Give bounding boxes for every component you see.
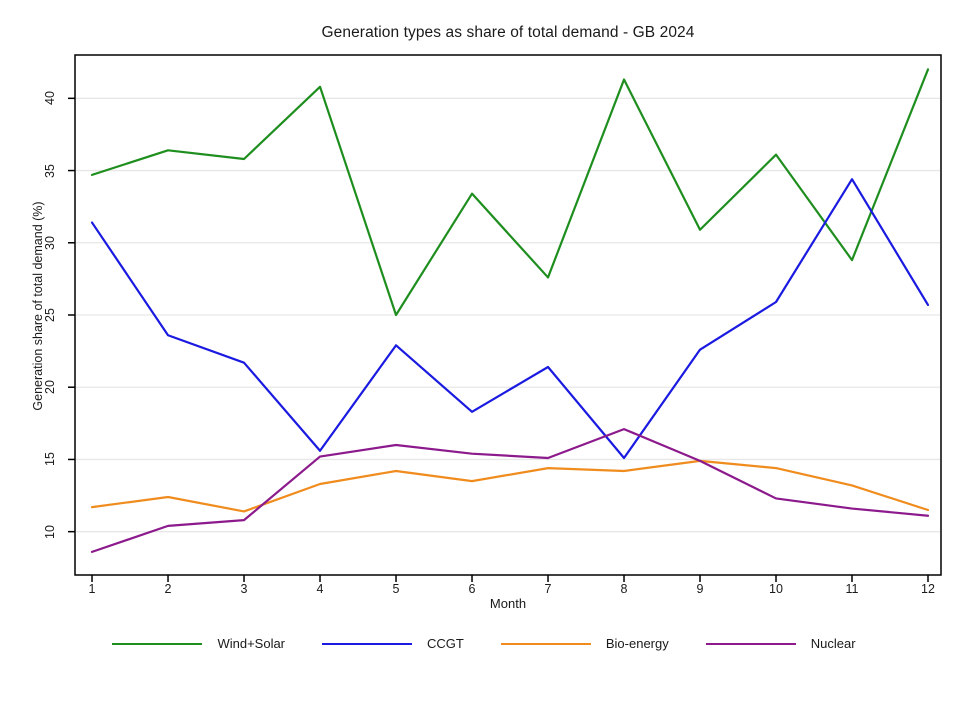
- y-tick-label: 25: [43, 308, 57, 322]
- series-line-ccgt: [90, 178, 930, 460]
- y-tick-label: 10: [43, 524, 57, 539]
- legend-line-ccgt: [322, 642, 413, 645]
- x-tick-label: 6: [468, 582, 476, 596]
- legend-item-ccgt: CCGT: [322, 636, 464, 651]
- x-tick-label: 1: [88, 582, 96, 596]
- legend-line-bio-energy: [500, 642, 591, 645]
- x-tick-label: 2: [164, 582, 172, 596]
- legend-label-nuclear: Nuclear: [810, 636, 856, 651]
- chart-title: Generation types as share of total deman…: [321, 24, 695, 41]
- x-tick-label: 12: [921, 582, 935, 596]
- x-tick-label: 7: [544, 582, 552, 596]
- y-tick-label: 20: [43, 380, 57, 395]
- y-tick-label: 15: [43, 452, 57, 467]
- y-tick-label: 30: [43, 235, 57, 250]
- legend-line-nuclear: [705, 642, 796, 645]
- series-line-nuclear: [90, 428, 930, 553]
- x-tick-label: 3: [240, 582, 248, 596]
- x-tick-label: 5: [392, 582, 400, 596]
- chart-legend: Wind+Solar CCGT Bio-energy Nuclear: [0, 636, 968, 651]
- legend-label-wind-solar: Wind+Solar: [217, 636, 286, 651]
- x-axis-label: Month: [489, 596, 527, 611]
- x-tick-label: 8: [620, 582, 628, 596]
- y-tick-label: 40: [43, 91, 57, 106]
- x-tick-label: 10: [769, 582, 783, 596]
- legend-item-bio-energy: Bio-energy: [500, 636, 669, 651]
- series-line-wind-solar: [90, 68, 930, 317]
- y-tick-label: 35: [43, 163, 57, 178]
- legend-label-bio-energy: Bio-energy: [605, 636, 669, 651]
- legend-item-nuclear: Nuclear: [705, 636, 856, 651]
- x-tick-label: 4: [316, 582, 324, 596]
- legend-label-ccgt: CCGT: [427, 636, 464, 651]
- x-tick-label: 11: [845, 582, 859, 596]
- legend-line-wind-solar: [112, 642, 203, 645]
- x-tick-label: 9: [696, 582, 704, 596]
- legend-item-wind-solar: Wind+Solar: [112, 636, 285, 651]
- series-line-bio-energy: [90, 459, 930, 513]
